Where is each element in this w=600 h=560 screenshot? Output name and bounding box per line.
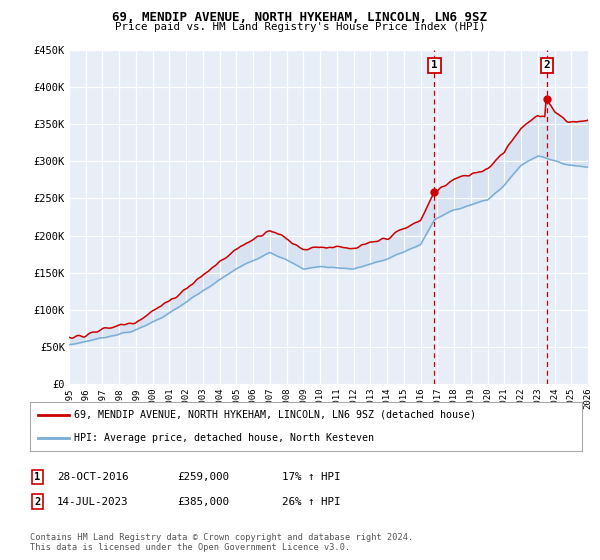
Text: 2: 2 (544, 60, 550, 71)
Text: 2: 2 (34, 497, 40, 507)
Text: Price paid vs. HM Land Registry's House Price Index (HPI): Price paid vs. HM Land Registry's House … (115, 22, 485, 32)
Text: 69, MENDIP AVENUE, NORTH HYKEHAM, LINCOLN, LN6 9SZ (detached house): 69, MENDIP AVENUE, NORTH HYKEHAM, LINCOL… (74, 410, 476, 420)
Text: HPI: Average price, detached house, North Kesteven: HPI: Average price, detached house, Nort… (74, 433, 374, 444)
Text: £385,000: £385,000 (177, 497, 229, 507)
Text: 1: 1 (34, 472, 40, 482)
Text: Contains HM Land Registry data © Crown copyright and database right 2024.: Contains HM Land Registry data © Crown c… (30, 533, 413, 542)
Text: 14-JUL-2023: 14-JUL-2023 (57, 497, 128, 507)
Text: £259,000: £259,000 (177, 472, 229, 482)
Text: 17% ↑ HPI: 17% ↑ HPI (282, 472, 341, 482)
Text: 1: 1 (431, 60, 438, 71)
Text: 26% ↑ HPI: 26% ↑ HPI (282, 497, 341, 507)
Text: 28-OCT-2016: 28-OCT-2016 (57, 472, 128, 482)
Text: 69, MENDIP AVENUE, NORTH HYKEHAM, LINCOLN, LN6 9SZ: 69, MENDIP AVENUE, NORTH HYKEHAM, LINCOL… (113, 11, 487, 24)
Text: This data is licensed under the Open Government Licence v3.0.: This data is licensed under the Open Gov… (30, 543, 350, 552)
